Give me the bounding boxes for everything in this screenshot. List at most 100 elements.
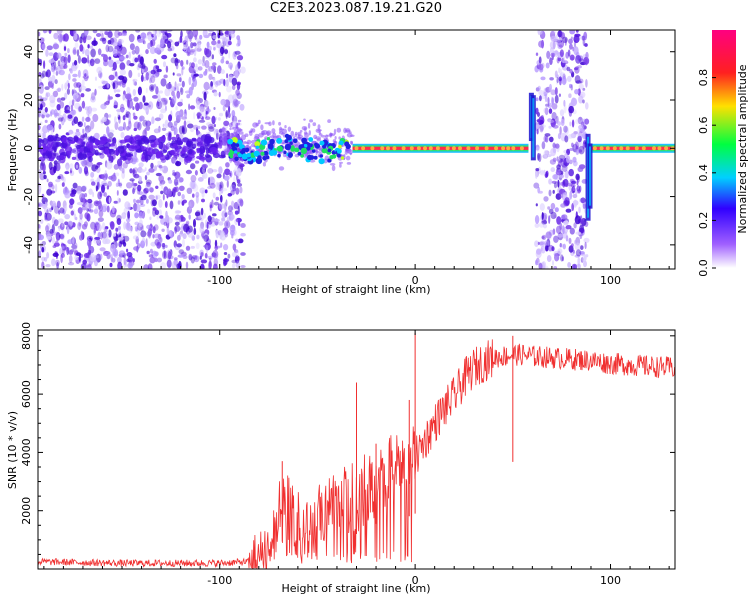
noise-speck [133, 96, 139, 102]
noise-speck [228, 205, 233, 212]
noise-speck [66, 226, 70, 235]
noise-speck [579, 224, 585, 234]
noise-speck [38, 250, 42, 258]
onset-signal-blob [288, 152, 293, 158]
chart-title: C2E3.2023.087.19.21.G20 [269, 1, 443, 16]
noise-speck [215, 196, 220, 201]
carrier-dot [625, 146, 630, 151]
noise-speck [561, 59, 568, 64]
onset-signal-blob [289, 141, 293, 145]
noise-speck [63, 46, 67, 51]
noise-speck [137, 121, 142, 131]
noise-speck [535, 97, 539, 102]
noise-speck [198, 73, 204, 79]
noise-speck [192, 184, 199, 192]
onset-speck [304, 132, 309, 138]
noise-speck [64, 92, 68, 100]
noise-speck [73, 82, 79, 88]
noise-speck [202, 167, 205, 174]
noise-speck [226, 85, 232, 93]
noise-speck [562, 243, 566, 250]
noise-speck [160, 217, 166, 225]
noise-speck [574, 242, 581, 251]
noise-speck [178, 125, 184, 135]
onset-signal-blob [276, 145, 283, 152]
noise-speck [120, 107, 125, 113]
noise-speck [59, 248, 62, 255]
noise-speck [84, 73, 87, 77]
noise-band-speck [204, 133, 211, 142]
noise-speck [94, 76, 98, 81]
noise-speck [145, 125, 151, 131]
noise-speck [55, 71, 59, 76]
noise-speck [543, 196, 549, 202]
noise-speck [86, 208, 89, 212]
onset-speck [331, 165, 336, 172]
noise-speck [112, 49, 118, 57]
noise-speck [205, 116, 211, 120]
noise-speck [565, 225, 572, 230]
noise-speck [164, 244, 168, 248]
noise-speck [104, 251, 111, 256]
x-tick-label: 0 [412, 574, 419, 587]
noise-speck [177, 191, 181, 197]
noise-speck [106, 230, 110, 235]
noise-speck [107, 180, 112, 187]
noise-speck [147, 34, 152, 42]
noise-speck [51, 66, 58, 71]
carrier-dot [592, 146, 597, 151]
noise-speck [138, 191, 143, 196]
noise-speck [199, 255, 202, 260]
noise-speck [561, 163, 568, 172]
noise-speck [192, 42, 197, 47]
noise-speck [212, 35, 218, 40]
noise-speck [585, 254, 589, 258]
noise-speck [142, 95, 146, 103]
onset-speck [228, 122, 233, 128]
onset-speck [317, 124, 321, 130]
noise-speck [543, 223, 547, 229]
noise-speck [199, 187, 206, 194]
noise-speck [137, 228, 140, 237]
noise-speck [82, 133, 85, 141]
noise-speck [91, 40, 98, 46]
noise-speck [162, 61, 167, 68]
noise-speck [169, 97, 172, 101]
noise-speck [170, 57, 176, 64]
noise-speck [193, 218, 196, 228]
noise-speck [157, 94, 161, 103]
noise-speck [561, 76, 567, 86]
y-tick-label: 4000 [20, 438, 33, 466]
colorbar: 0.0 0.2 0.4 0.6 0.8 Normalized spectral ampl… [697, 30, 749, 277]
noise-speck [52, 236, 55, 245]
colorbar-tick-label: 0.8 [697, 69, 710, 87]
noise-speck [571, 203, 575, 211]
noise-band-speck [209, 146, 218, 153]
noise-speck [97, 217, 104, 223]
noise-speck [129, 62, 135, 67]
noise-speck [51, 74, 56, 84]
noise-speck [59, 222, 65, 230]
onset-signal-blob [263, 150, 269, 156]
noise-speck [117, 197, 120, 205]
noise-speck [55, 183, 58, 193]
onset-signal-blob [338, 144, 342, 149]
noise-speck [240, 252, 246, 256]
noise-speck [87, 105, 92, 115]
noise-speck [561, 214, 568, 221]
noise-speck [101, 33, 104, 41]
noise-speck [84, 212, 90, 220]
noise-speck [52, 259, 57, 265]
noise-speck [90, 48, 96, 58]
onset-speck [329, 132, 332, 138]
onset-speck [290, 130, 295, 137]
noise-band-speck [67, 136, 74, 142]
noise-speck [138, 219, 143, 228]
noise-speck [582, 141, 585, 150]
onset-speck [349, 140, 353, 145]
noise-speck [563, 125, 568, 133]
noise-speck [200, 259, 208, 264]
noise-speck [552, 260, 554, 266]
noise-band-speck [73, 135, 79, 143]
colorbar-ticks: 0.0 0.2 0.4 0.6 0.8 [697, 69, 716, 277]
